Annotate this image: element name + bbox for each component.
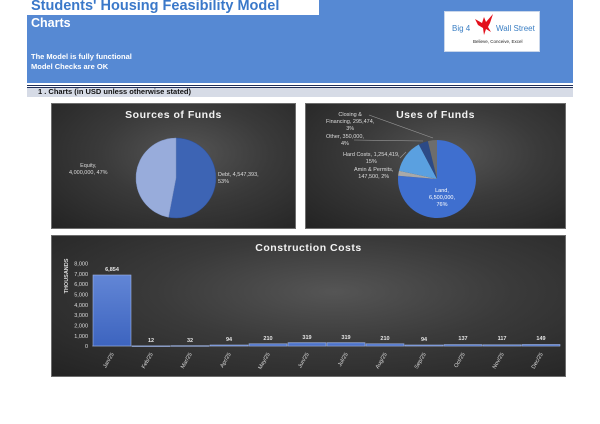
construction-costs-chart[interactable]: Construction Costs THOUSANDS 0 1,000 2,0…: [51, 235, 566, 377]
svg-text:32: 32: [187, 338, 193, 344]
svg-text:8,000: 8,000: [74, 262, 88, 268]
svg-text:6,000: 6,000: [74, 282, 88, 288]
svg-text:Dec/25: Dec/25: [531, 352, 545, 370]
svg-text:Apr/25: Apr/25: [219, 352, 232, 369]
svg-text:Sep/25: Sep/25: [414, 352, 428, 370]
svg-text:1,000: 1,000: [74, 334, 88, 340]
chart-title: Sources of Funds: [125, 109, 222, 121]
svg-text:Jul/25: Jul/25: [337, 352, 350, 368]
svg-text:210: 210: [380, 336, 389, 342]
sheet-title: Charts: [31, 16, 71, 30]
svg-text:12: 12: [148, 338, 154, 344]
equity-label: Equity, 4,000,000, 47%: [69, 163, 108, 176]
chart-title: Uses of Funds: [396, 109, 475, 121]
section-header: 1 . Charts (in USD unless otherwise stat…: [27, 87, 573, 97]
land-label: Land, 6,500,000, 76%: [429, 188, 455, 208]
svg-text:Mar/25: Mar/25: [180, 352, 194, 370]
svg-text:7,000: 7,000: [74, 272, 88, 278]
svg-text:Jun/25: Jun/25: [297, 352, 310, 369]
svg-text:0: 0: [85, 344, 88, 350]
logo-text-left: Big 4: [452, 24, 471, 33]
divider: [27, 85, 573, 86]
status-functional: The Model is fully functional: [31, 52, 132, 61]
title-row: [27, 0, 319, 15]
svg-text:94: 94: [421, 337, 428, 343]
svg-text:Jan/25: Jan/25: [102, 352, 115, 369]
other-label: Other, 350,000, 4%: [326, 134, 364, 147]
svg-text:Nov/25: Nov/25: [492, 352, 506, 370]
svg-text:6,854: 6,854: [105, 267, 120, 273]
app-title: Students' Housing Feasibility Model: [31, 0, 280, 14]
svg-text:94: 94: [226, 337, 233, 343]
uses-of-funds-chart[interactable]: Uses of Funds Closing & Financing, 295,47…: [305, 103, 566, 229]
uses-pie: [353, 114, 476, 218]
status-checks: Model Checks are OK: [31, 62, 109, 71]
svg-text:117: 117: [498, 336, 507, 342]
svg-text:319: 319: [302, 335, 311, 341]
logo-tagline: Believe, Conceive, Excel: [473, 39, 523, 44]
svg-text:319: 319: [341, 335, 350, 341]
svg-text:Aug/25: Aug/25: [375, 352, 389, 370]
company-logo: Big 4 Wall Street Believe, Conceive, Exc…: [444, 11, 540, 52]
eagle-icon: [475, 14, 493, 35]
svg-text:4,000: 4,000: [74, 303, 88, 309]
svg-text:210: 210: [263, 336, 272, 342]
amin-permits-label: Amin & Permits, 147,500, 2%: [354, 167, 394, 180]
construction-bar-chart: THOUSANDS 0 1,000 2,000 3,000 4,000 5,00…: [64, 258, 561, 371]
divider: [27, 87, 573, 88]
section-label: 1 . Charts (in USD unless otherwise stat…: [38, 87, 191, 96]
svg-text:Feb/25: Feb/25: [141, 352, 155, 370]
sources-pie: [135, 137, 217, 219]
svg-text:3,000: 3,000: [74, 313, 88, 319]
svg-text:Oct/25: Oct/25: [453, 352, 466, 369]
svg-text:149: 149: [536, 336, 545, 342]
debt-label: Debt, 4,547,393, 53%: [218, 172, 259, 185]
logo-text-right: Wall Street: [496, 24, 535, 33]
chart-title: Construction Costs: [255, 242, 362, 254]
svg-text:137: 137: [458, 336, 467, 342]
svg-text:2,000: 2,000: [74, 324, 88, 330]
hard-costs-label: Hard Costs, 1,254,419, 15%: [343, 152, 400, 165]
svg-text:THOUSANDS: THOUSANDS: [64, 258, 70, 293]
svg-text:5,000: 5,000: [74, 293, 88, 299]
svg-text:May/25: May/25: [258, 352, 272, 371]
closing-financing-label: Closing & Financing, 295,474, 3%: [326, 112, 375, 132]
sources-of-funds-chart[interactable]: Sources of Funds Debt, 4,547,393, 53% Equ…: [51, 103, 296, 229]
